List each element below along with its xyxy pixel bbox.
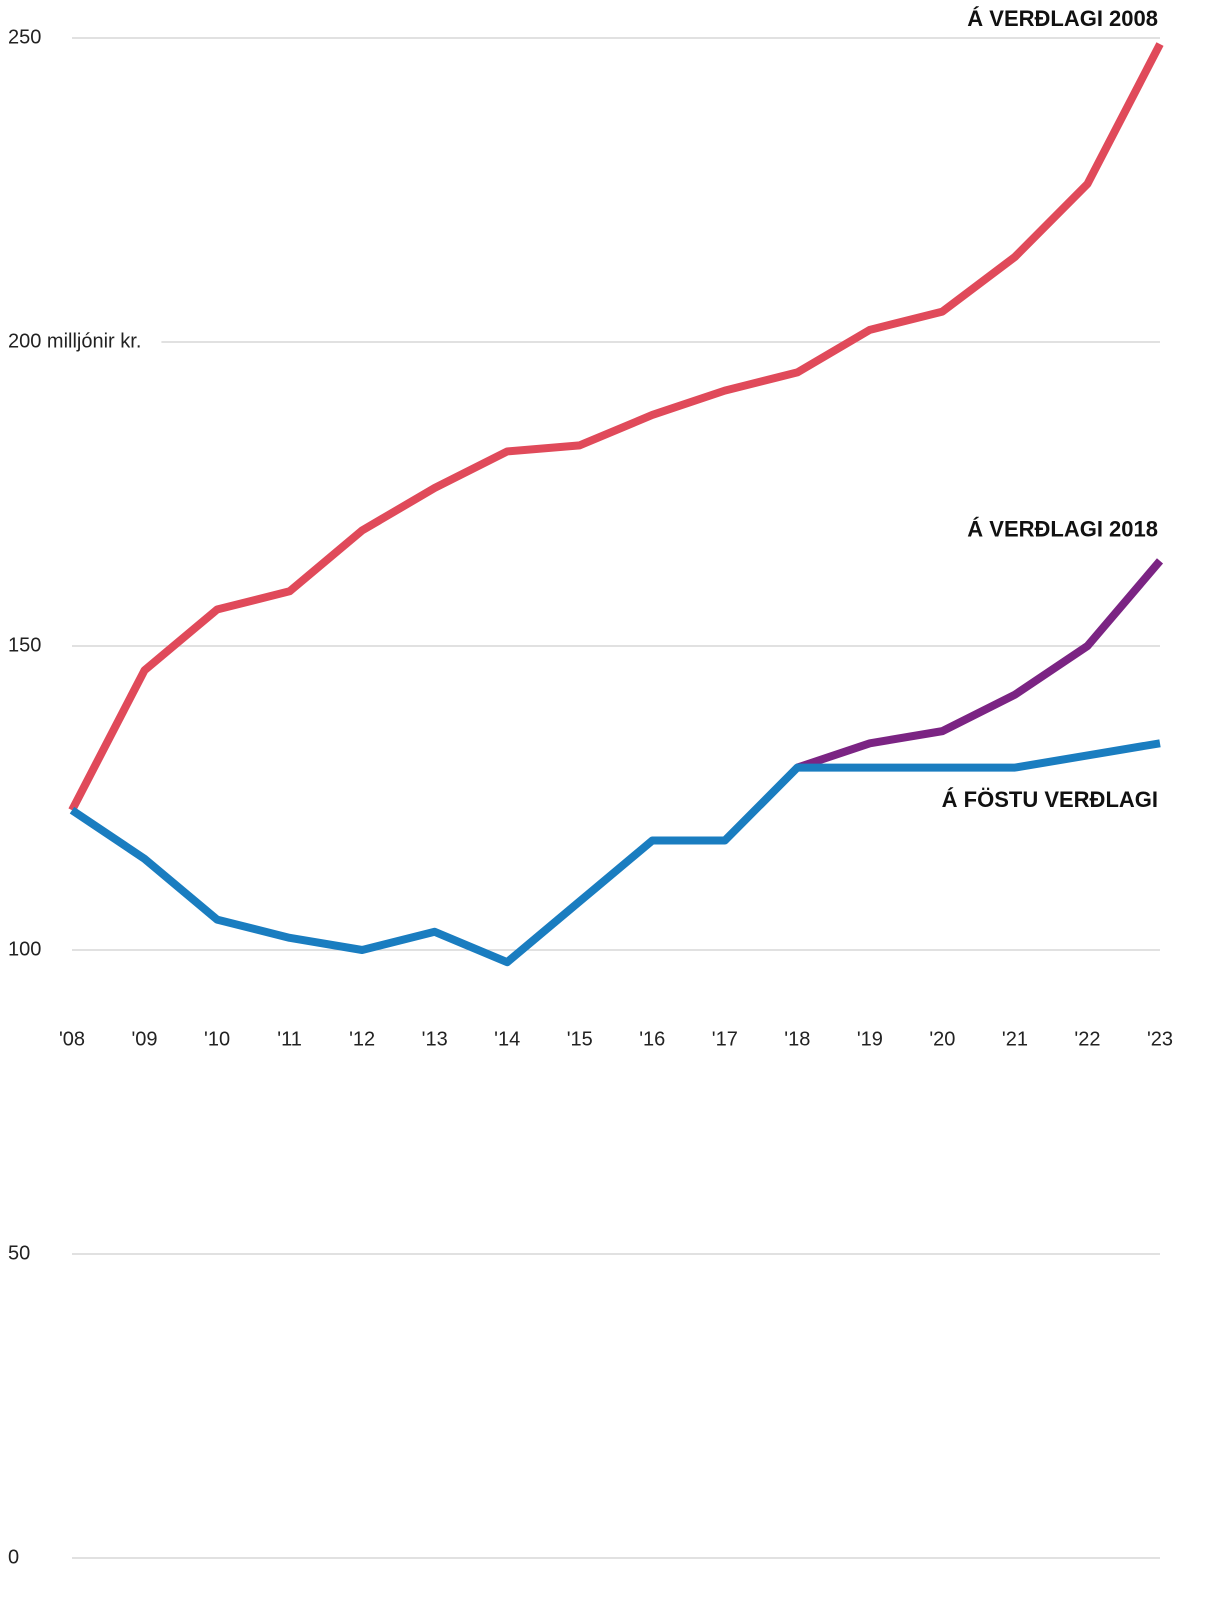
- series-name: Á FÖSTU VERÐLAGI: [942, 787, 1158, 812]
- x-tick-label: '20: [929, 1028, 955, 1050]
- x-tick-label: '22: [1074, 1028, 1100, 1050]
- series-line: [796, 558, 1164, 772]
- x-tick-label: '14: [494, 1028, 520, 1050]
- x-tick-label: '19: [857, 1028, 883, 1050]
- x-tick-label: '21: [1002, 1028, 1028, 1050]
- x-tick-label: '23: [1147, 1028, 1173, 1050]
- x-tick-label: '16: [639, 1028, 665, 1050]
- x-tick-label: '10: [204, 1028, 230, 1050]
- y-tick-label: 100: [8, 938, 41, 960]
- y-tick-label: 50: [8, 1242, 30, 1264]
- series-line: [68, 42, 1164, 813]
- x-tick-label: '12: [349, 1028, 375, 1050]
- x-tick-label: '08: [59, 1028, 85, 1050]
- y-tick-label: 150: [8, 634, 41, 656]
- series-line: [69, 739, 1161, 967]
- x-tick-label: '13: [422, 1028, 448, 1050]
- x-tick-label: '17: [712, 1028, 738, 1050]
- x-tick-label: '09: [131, 1028, 157, 1050]
- x-tick-label: '15: [567, 1028, 593, 1050]
- x-tick-label: '18: [784, 1028, 810, 1050]
- y-tick-label: 250: [8, 26, 41, 48]
- x-tick-label: '11: [277, 1028, 302, 1050]
- series-name: Á VERÐLAGI 2018: [967, 517, 1158, 542]
- y-tick-label: 200 milljónir kr.: [8, 330, 141, 352]
- series-name: Á VERÐLAGI 2008: [967, 6, 1158, 31]
- y-tick-label: 0: [8, 1546, 19, 1568]
